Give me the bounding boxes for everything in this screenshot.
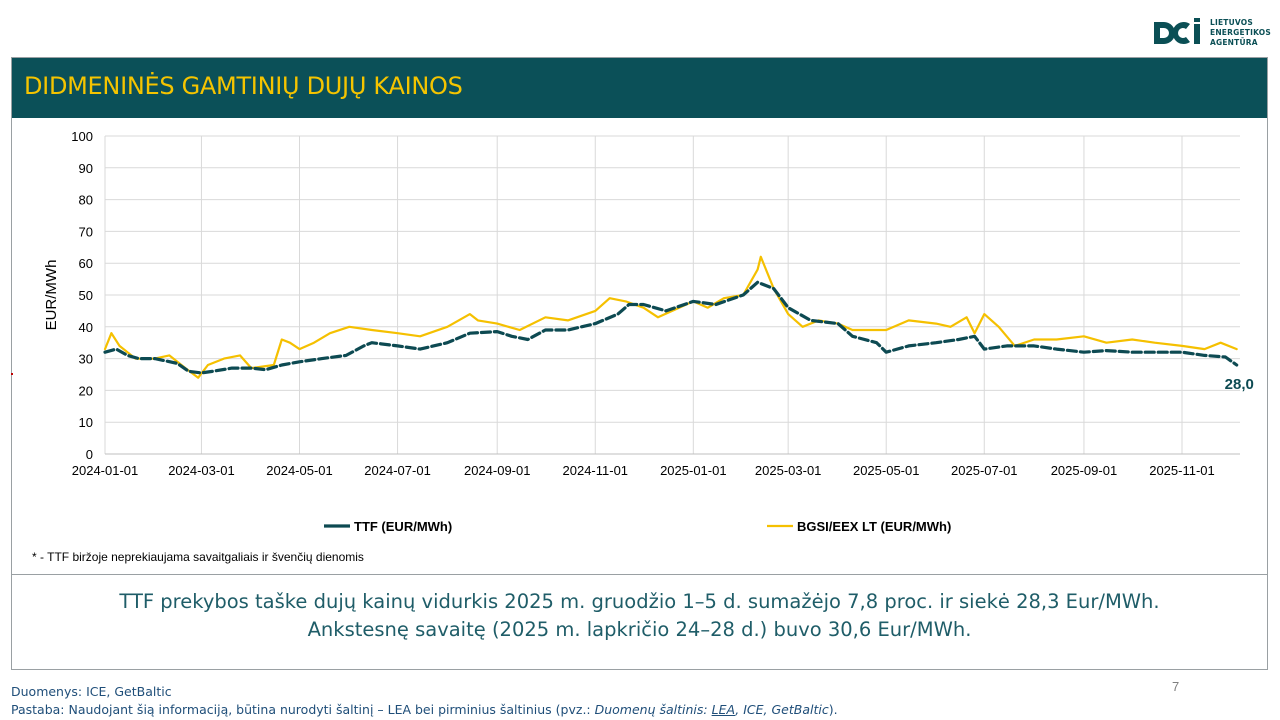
content-panel (11, 57, 1268, 670)
ttf-series-line (103, 280, 1239, 375)
y-tick-label: 100 (71, 129, 93, 144)
footer-sources: Duomenys: ICE, GetBaltic (11, 684, 172, 699)
chart-area: 0 10 20 30 40 50 60 70 80 90 100 2024-01-01 2024-03-… (12, 118, 1267, 574)
bgsi-series-line (103, 255, 1238, 379)
price-line-chart: 0 10 20 30 40 50 60 70 80 90 100 2024-01-01 2024-03-… (43, 129, 1254, 534)
y-axis-label: EUR/MWh (43, 260, 60, 331)
x-tick-label: 2025-01-01 (660, 463, 727, 478)
y-tick-label: 30 (79, 352, 93, 367)
footer-note: Pastaba: Naudojant šią informaciją, būti… (11, 701, 838, 719)
y-tick-label: 60 (79, 256, 93, 271)
page-title: DIDMENINĖS GAMTINIŲ DUJŲ KAINOS (24, 72, 463, 100)
logo-line-3: AGENTŪRA (1210, 38, 1258, 47)
end-value-label: 28,0 (1225, 376, 1254, 393)
logo-line-2: ENERGETIKOS (1210, 28, 1271, 37)
footer-note-prefix: Pastaba: Naudojant šią informaciją, būti… (11, 702, 595, 717)
x-tick-label: 2024-05-01 (266, 463, 333, 478)
chart-footnote: * - TTF biržoje neprekiaujama savaitgali… (32, 550, 364, 564)
lea-logo-icon (1154, 18, 1200, 44)
y-tick-label: 20 (79, 383, 93, 398)
title-bar: DIDMENINĖS GAMTINIŲ DUJŲ KAINOS (12, 58, 1267, 118)
x-tick-label: 2025-05-01 (853, 463, 920, 478)
x-tick-label: 2024-03-01 (168, 463, 235, 478)
x-tick-label: 2025-07-01 (951, 463, 1018, 478)
footer-note-suffix: ). (828, 702, 838, 717)
lea-logo: LIETUVOS ENERGETIKOS AGENTŪRA (1150, 16, 1272, 52)
summary-divider (12, 574, 1267, 575)
summary-text: TTF prekybos taške dujų kainų vidurkis 2… (12, 588, 1267, 644)
logo-line-1: LIETUVOS (1210, 18, 1253, 27)
y-tick-label: 80 (79, 193, 93, 208)
legend-bgsi-label: BGSI/EEX LT (EUR/MWh) (797, 519, 951, 534)
summary-line-1: TTF prekybos taške dujų kainų vidurkis 2… (119, 590, 1160, 613)
x-tick-label: 2024-07-01 (364, 463, 431, 478)
footer-note-italic-2: , ICE, GetBaltic (735, 702, 829, 717)
footer: Duomenys: ICE, GetBaltic Pastaba: Naudoj… (11, 683, 838, 719)
y-tick-label: 90 (79, 161, 93, 176)
x-tick-label: 2024-01-01 (72, 463, 139, 478)
legend-ttf-label: TTF (EUR/MWh) (354, 519, 452, 534)
x-tick-label: 2024-11-01 (563, 463, 629, 478)
y-tick-label: 50 (79, 288, 93, 303)
page-number: 7 (1172, 679, 1180, 694)
y-tick-label: 10 (79, 415, 93, 430)
x-tick-label: 2024-09-01 (464, 463, 531, 478)
x-tick-label: 2025-11-01 (1149, 463, 1215, 478)
summary-line-2: Ankstesnę savaitę (2025 m. lapkričio 24–… (307, 618, 972, 641)
x-tick-label: 2025-03-01 (755, 463, 822, 478)
y-tick-label: 70 (79, 224, 93, 239)
y-tick-label: 0 (86, 447, 93, 462)
stray-mark (11, 373, 13, 375)
y-tick-label: 40 (79, 320, 93, 335)
x-tick-label: 2025-09-01 (1051, 463, 1118, 478)
footer-note-italic: Duomenų šaltinis: (594, 702, 712, 717)
lea-link[interactable]: LEA (711, 702, 736, 717)
